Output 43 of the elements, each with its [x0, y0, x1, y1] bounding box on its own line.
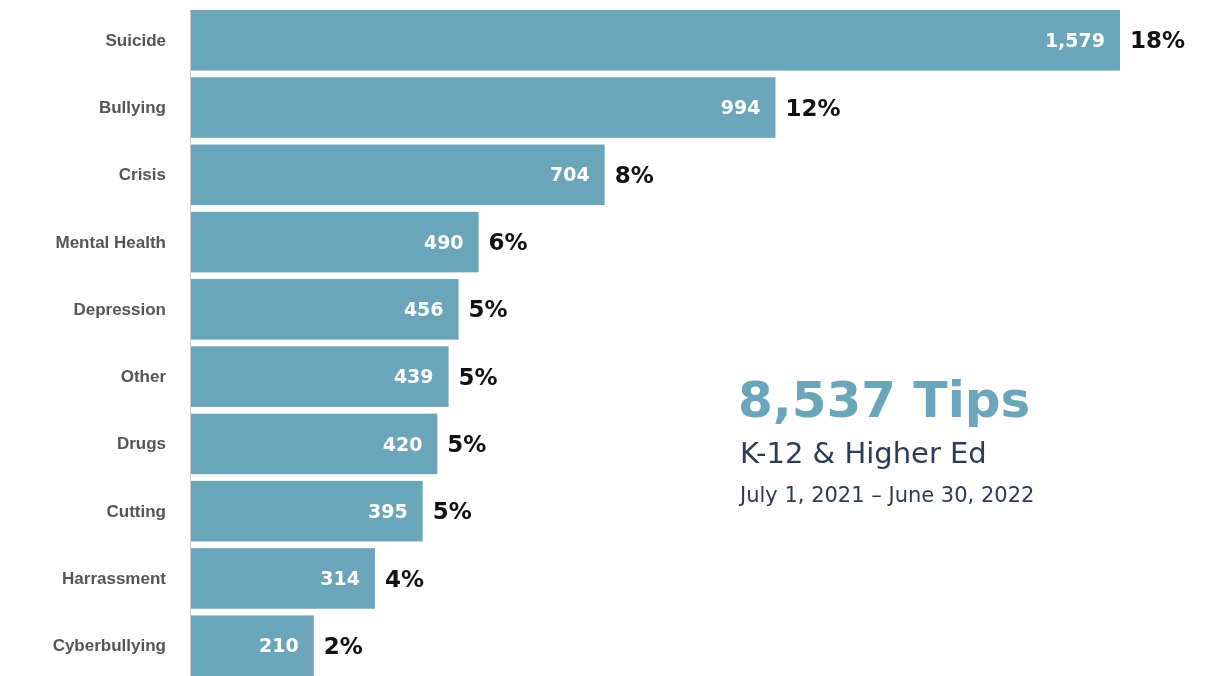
- text: K-12 & Higher Ed: [740, 436, 987, 470]
- data-label: 395: [367, 499, 408, 522]
- data-label: 210: [259, 634, 299, 657]
- y-tick-label: Cutting: [106, 501, 166, 521]
- data-label: 1,579: [1044, 28, 1105, 51]
- y-tick-label: Depression: [73, 299, 166, 319]
- bar: [190, 548, 375, 609]
- y-tick-label: Drugs: [116, 434, 166, 454]
- annotation: 5%: [458, 363, 498, 390]
- annotation: 4%: [384, 565, 424, 592]
- bar: [190, 77, 776, 138]
- y-tick-label: Other: [120, 367, 167, 387]
- data-label: 314: [320, 567, 360, 590]
- data-label: 704: [549, 163, 590, 186]
- bar: [190, 615, 314, 676]
- bar: [190, 346, 449, 407]
- bar: [190, 211, 479, 273]
- data-label: 490: [423, 230, 464, 253]
- text: 8,537 Tips: [738, 371, 1031, 429]
- annotation: 18%: [1130, 27, 1186, 54]
- bar: [190, 10, 1120, 71]
- annotation: 5%: [447, 430, 487, 457]
- data-label: 456: [403, 298, 444, 321]
- annotation: 5%: [468, 296, 508, 323]
- annotation: 8%: [614, 161, 654, 188]
- bar: [190, 413, 438, 475]
- y-tick-label: Suicide: [105, 30, 166, 50]
- annotation: 2%: [323, 632, 363, 659]
- y-tick-label: Cyberbullying: [52, 636, 166, 656]
- bar: [190, 144, 605, 206]
- data-label: 994: [720, 96, 761, 119]
- annotation: 5%: [432, 498, 472, 525]
- bar: [190, 279, 459, 340]
- y-tick-label: Bullying: [98, 97, 166, 117]
- data-label: 420: [382, 432, 423, 455]
- bar: [190, 480, 423, 542]
- annotation: 12%: [785, 94, 841, 121]
- y-tick-label: Crisis: [118, 165, 166, 185]
- y-tick-label: Harrassment: [62, 568, 167, 588]
- data-label: 439: [393, 365, 434, 388]
- annotation: 6%: [488, 229, 528, 256]
- annotation: July 1, 2021 – June 30, 2022: [738, 483, 1035, 507]
- y-tick-label: Mental Health: [55, 232, 166, 252]
